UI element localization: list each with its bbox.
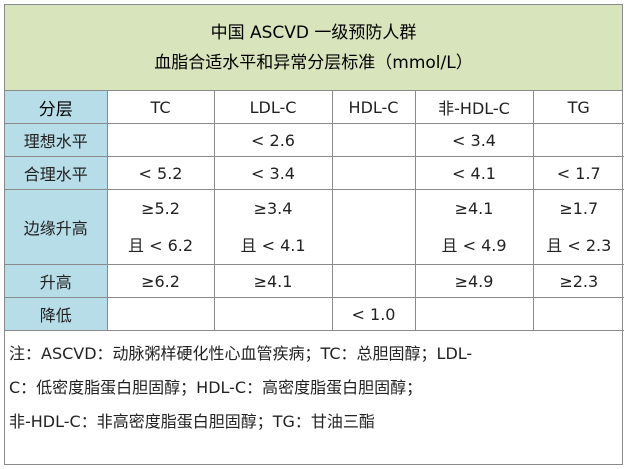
cell-elevated-tc: ≥6.2	[106, 264, 215, 298]
header-non-hdl-c: 非-HDL-C	[414, 91, 534, 124]
notes-line-2: C：低密度脂蛋白胆固醇；HDL-C：高密度脂蛋白胆固醇；	[9, 378, 423, 397]
table-row: 合理水平 < 5.2 < 3.4 < 4.1 < 1.7	[5, 156, 624, 190]
cell-borderline-non-hdl-c-top: ≥4.1	[454, 198, 494, 218]
cell-borderline-hdl-c	[331, 189, 416, 265]
row-label-elevated: 升高	[5, 264, 108, 298]
cell-borderline-tg-bottom: 且 < 2.3	[546, 235, 612, 255]
cell-reasonable-tc: < 5.2	[106, 156, 215, 190]
cell-borderline-tc: ≥5.2 且 < 6.2	[106, 189, 215, 265]
cell-borderline-ldl-c-bottom: 且 < 4.1	[240, 235, 306, 255]
table-row: 降低 < 1.0	[5, 297, 624, 331]
cell-borderline-ldl-c-top: ≥3.4	[253, 198, 293, 218]
header-label: 分层	[5, 91, 108, 124]
table-notes: 注：ASCVD：动脉粥样硬化性心血管疾病；TC：总胆固醇；LDL- C：低密度脂…	[5, 331, 622, 439]
header-tg: TG	[532, 91, 624, 124]
table-title: 中国 ASCVD 一级预防人群 血脂合适水平和异常分层标准（mmol/L）	[5, 5, 622, 91]
cell-ideal-non-hdl-c: < 3.4	[414, 123, 534, 157]
cell-borderline-tc-top: ≥5.2	[141, 198, 180, 218]
cell-ideal-ldl-c: < 2.6	[213, 123, 333, 157]
cell-low-tg	[532, 297, 624, 331]
cell-borderline-tg-top: ≥1.7	[559, 198, 599, 218]
row-label-low: 降低	[5, 297, 108, 331]
cell-low-non-hdl-c	[414, 297, 534, 331]
cell-low-ldl-c	[213, 297, 333, 331]
header-tc: TC	[106, 91, 215, 124]
cell-reasonable-ldl-c: < 3.4	[213, 156, 333, 190]
cell-low-tc	[106, 297, 215, 331]
table-row: 升高 ≥6.2 ≥4.1 ≥4.9 ≥2.3	[5, 264, 624, 298]
cell-low-hdl-c: < 1.0	[331, 297, 416, 331]
header-hdl-c: HDL-C	[331, 91, 416, 124]
cell-borderline-tc-bottom: 且 < 6.2	[127, 235, 194, 255]
cell-elevated-hdl-c	[331, 264, 416, 298]
cell-borderline-ldl-c: ≥3.4 且 < 4.1	[213, 189, 333, 265]
row-label-reasonable: 合理水平	[5, 156, 108, 190]
header-ldl-c: LDL-C	[213, 91, 333, 124]
row-label-ideal: 理想水平	[5, 123, 108, 157]
header-row: 分层 TC LDL-C HDL-C 非-HDL-C TG	[5, 91, 624, 124]
title-line-2: 血脂合适水平和异常分层标准（mmol/L）	[154, 52, 473, 73]
title-line-1: 中国 ASCVD 一级预防人群	[210, 22, 417, 43]
notes-line-1: 注：ASCVD：动脉粥样硬化性心血管疾病；TC：总胆固醇；LDL-	[9, 344, 473, 363]
cell-reasonable-hdl-c	[331, 156, 416, 190]
lipid-table-card: 中国 ASCVD 一级预防人群 血脂合适水平和异常分层标准（mmol/L） 分层…	[4, 4, 624, 465]
row-label-borderline: 边缘升高	[5, 189, 108, 265]
cell-reasonable-non-hdl-c: < 4.1	[414, 156, 534, 190]
table-row: 理想水平 < 2.6 < 3.4	[5, 123, 624, 157]
lipid-levels-table: 分层 TC LDL-C HDL-C 非-HDL-C TG 理想水平 < 2.6 …	[5, 91, 624, 331]
cell-elevated-ldl-c: ≥4.1	[213, 264, 333, 298]
notes-line-3: 非-HDL-C：非高密度脂蛋白胆固醇；TG：甘油三酯	[9, 412, 375, 431]
table-row: 边缘升高 ≥5.2 且 < 6.2 ≥3.4 且 < 4.1 ≥4.1 且 < …	[5, 189, 624, 265]
cell-reasonable-tg: < 1.7	[532, 156, 624, 190]
cell-borderline-tg: ≥1.7 且 < 2.3	[532, 189, 624, 265]
cell-elevated-non-hdl-c: ≥4.9	[414, 264, 534, 298]
cell-elevated-tg: ≥2.3	[532, 264, 624, 298]
cell-ideal-hdl-c	[331, 123, 416, 157]
cell-ideal-tg	[532, 123, 624, 157]
cell-borderline-non-hdl-c: ≥4.1 且 < 4.9	[414, 189, 534, 265]
cell-borderline-non-hdl-c-bottom: 且 < 4.9	[441, 235, 507, 255]
cell-ideal-tc	[106, 123, 215, 157]
